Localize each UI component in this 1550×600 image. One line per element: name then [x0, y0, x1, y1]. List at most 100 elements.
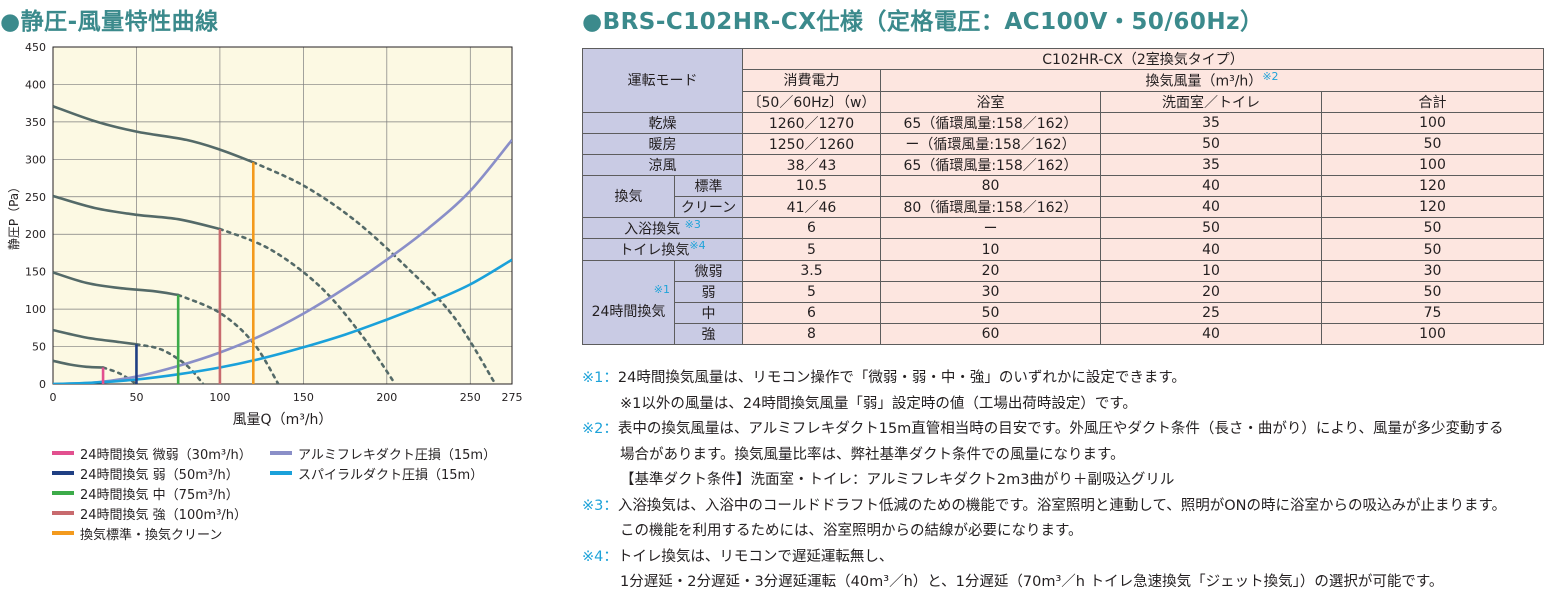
airflow-note-mark: ※2 — [1262, 70, 1279, 83]
cell-wash: 20 — [1100, 280, 1322, 303]
row-sub: 標準 — [674, 174, 743, 197]
fan-curve-dashed-line — [135, 343, 205, 384]
fan-curve-line — [53, 271, 179, 297]
footnote-line: ※4：トイレ換気は、リモコンで遅延運転無し、 — [582, 545, 893, 566]
legend-item: 換気標準・換気クリーン — [52, 523, 252, 543]
cell-power: 3.5 — [742, 259, 881, 282]
legend-item: 24時間換気 弱（50m³/h） — [52, 463, 252, 483]
y-tick-label: 100 — [25, 303, 46, 316]
footnote-mark: ※2： — [582, 421, 618, 437]
cell-wash: 40 — [1100, 238, 1322, 261]
cell-bath: 10 — [880, 238, 1101, 261]
cell-total: 100 — [1321, 153, 1544, 176]
row-mode: トイレ換気※4 — [582, 238, 743, 261]
bath-note-mark: ※3 — [684, 217, 701, 231]
duct-loss-line — [53, 139, 512, 384]
x-tick-label: 150 — [293, 391, 314, 404]
spec-table: 運転モード C102HR-CX（2室換気タイプ） 消費電力 換気風量（m³/h）… — [582, 48, 1544, 345]
plot-area — [53, 47, 512, 384]
legend-swatch — [52, 451, 74, 455]
footnote-mark: ※4： — [582, 548, 618, 565]
row-mode: 入浴換気 ※3 — [582, 216, 743, 240]
cell-power: 41／46 — [742, 195, 881, 218]
legend-item: 24時間換気 中（75m³/h） — [52, 483, 252, 503]
row-mode: 暖房 — [582, 132, 743, 155]
plot-frame — [52, 46, 513, 385]
fan-curve-dashed-line — [252, 161, 497, 384]
y-tick-label: 450 — [25, 41, 46, 54]
row-sub: 中 — [674, 301, 743, 324]
cell-wash: 35 — [1100, 111, 1322, 134]
legend-label: 24時間換気 弱（50m³/h） — [80, 467, 239, 483]
cell-bath: 60 — [880, 322, 1101, 345]
header-power-2: 〔50／60Hz〕（w） — [742, 90, 881, 113]
table-row: 換気 標準 10.5 80 40 120 — [582, 174, 1544, 218]
table-row: トイレ換気※4 5 10 40 50 — [582, 238, 1544, 261]
footnote-line: ※1以外の風量は、24時間換気風量「弱」設定時の値（工場出荷時設定）です。 — [620, 392, 1137, 413]
toilet-note-mark: ※4 — [689, 239, 706, 253]
y-tick-label: 150 — [25, 266, 46, 279]
h24-note-mark: ※1 — [653, 283, 670, 297]
footnote-text: 入浴換気は、入浴中のコールドドラフト低減のための機能です。浴室照明と連動して、照… — [617, 497, 1507, 514]
table-row: 弱 5 30 20 50 — [583, 280, 1544, 303]
y-tick-label: 0 — [39, 378, 46, 391]
static-pressure-airflow-chart: 0 50 100 150 200 250 300 350 400 450 0 50 100 150 200 2… — [7, 41, 523, 428]
footnote-line: 1分遅延・2分遅延・3分遅延運転（40m³／h）と、1分遅延（70m³／h トイ… — [620, 570, 1443, 591]
cell-total: 100 — [1321, 322, 1544, 345]
cell-total: 50 — [1321, 132, 1544, 155]
cell-wash: 40 — [1100, 322, 1322, 345]
chart-section-title: ●静圧-風量特性曲線 — [0, 9, 219, 35]
footnote-mark: ※3： — [582, 497, 618, 514]
footnote-text: 場合があります。換気風量比率は、弊社基準ダクト条件での風量になります。 — [620, 446, 1125, 463]
legend-left: 24時間換気 微弱（30m³/h） 24時間換気 弱（50m³/h） 24時間換気 … — [52, 443, 252, 543]
legend-label: 24時間換気 中（75m³/h） — [80, 487, 239, 503]
footnote-line: 場合があります。換気風量比率は、弊社基準ダクト条件での風量になります。 — [620, 443, 1125, 464]
header-airflow: 換気風量（m³/h）※2 — [880, 69, 1544, 92]
row-mode: 涼風 — [582, 153, 743, 176]
legend-item: アルミフレキダクト圧損（15m） — [270, 443, 496, 463]
table-row: 中 6 50 25 75 — [583, 301, 1544, 324]
legend-label: 24時間換気 微弱（30m³/h） — [80, 447, 252, 463]
fan-curve-dashed-line — [176, 293, 280, 384]
cell-wash: 10 — [1100, 259, 1322, 282]
legend-swatch — [52, 511, 74, 515]
row-sub: 強 — [674, 322, 743, 345]
fan-curve-dashed-line — [218, 227, 397, 384]
x-tick-label: 250 — [460, 391, 481, 404]
legend-right: アルミフレキダクト圧損（15m） スパイラルダクト圧損（15m） — [270, 443, 496, 483]
x-axis-label: 風量Q（m³/h） — [233, 412, 333, 428]
x-tick-label: 275 — [502, 391, 523, 404]
cell-wash: 40 — [1100, 195, 1322, 218]
footnote-line: この機能を利用するためには、浴室照明からの結線が必要になります。 — [620, 519, 1083, 540]
cell-total: 120 — [1321, 174, 1544, 197]
legend-swatch — [52, 471, 74, 475]
row-group-vent: 換気 — [582, 174, 675, 218]
fan-curve-dashed-line — [101, 366, 138, 384]
cell-wash: 50 — [1100, 132, 1322, 155]
footnote-text: 1分遅延・2分遅延・3分遅延運転（40m³／h）と、1分遅延（70m³／h トイ… — [620, 574, 1444, 590]
cell-total: 120 — [1321, 195, 1544, 218]
cell-bath: 50 — [880, 301, 1101, 324]
table-row: 強 8 60 40 100 — [583, 322, 1544, 345]
header-mode: 運転モード — [582, 48, 743, 113]
legend-item: 24時間換気 微弱（30m³/h） — [52, 443, 252, 463]
footnote-text: 表中の換気風量は、アルミフレキダクト15m直管相当時の目安です。外風圧やダクト条… — [617, 421, 1504, 437]
y-tick-label: 50 — [32, 341, 46, 354]
x-tick-label: 200 — [376, 391, 397, 404]
y-tick-label: 400 — [25, 78, 46, 91]
duct-loss-line — [53, 258, 512, 384]
fan-curve-line — [53, 104, 254, 164]
header-total: 合計 — [1321, 90, 1544, 113]
cell-power: 10.5 — [742, 174, 881, 197]
legend-swatch — [270, 471, 292, 475]
header-power-1: 消費電力 — [742, 69, 881, 92]
footnote-text: 【基準ダクト条件】洗面室・トイレ：アルミフレキダクト2m3曲がり＋副吸込グリル — [620, 472, 1175, 488]
footnote-text: ※1以外の風量は、24時間換気風量「弱」設定時の値（工場出荷時設定）です。 — [620, 395, 1137, 412]
x-tick-label: 50 — [129, 391, 143, 404]
table-row: 入浴換気 ※3 6 ー 50 50 — [582, 216, 1544, 240]
cell-power: 1250／1260 — [742, 132, 881, 155]
legend-swatch — [270, 451, 292, 455]
table-row: クリーン 41／46 80（循環風量:158／162） 40 120 — [583, 195, 1544, 218]
cell-bath: ー（循環風量:158／162） — [880, 132, 1101, 155]
cell-power: 6 — [742, 301, 881, 324]
